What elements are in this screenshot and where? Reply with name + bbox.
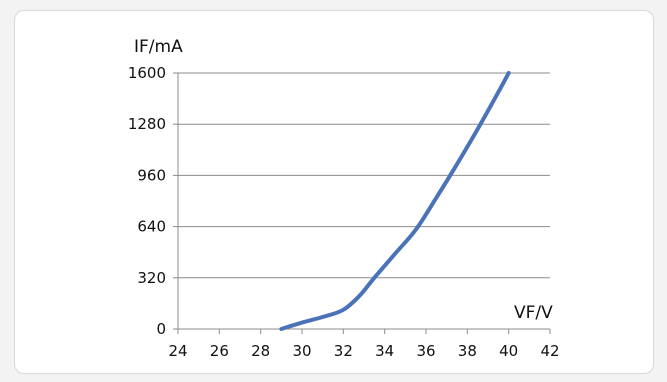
x-tick-label: 30	[292, 342, 311, 360]
x-tick-label: 34	[375, 342, 394, 360]
y-tick-label: 640	[137, 218, 166, 236]
y-tick-label: 0	[156, 320, 166, 338]
x-tick-label: 38	[458, 342, 477, 360]
y-tick-label: 960	[137, 166, 166, 184]
y-tick-label: 1600	[128, 64, 166, 82]
x-tick-label: 42	[540, 342, 559, 360]
y-tick-labels: 0 320 640 960 1280 1600	[128, 64, 166, 338]
x-tick-label: 24	[168, 342, 187, 360]
x-tick-labels: 24 26 28 30 32 34 36 38 40 42	[168, 342, 559, 360]
y-tick-label: 320	[137, 269, 166, 287]
y-axis-title: IF/mA	[134, 37, 183, 57]
x-tick-label: 26	[210, 342, 229, 360]
x-axis-title: VF/V	[514, 303, 553, 323]
axes	[173, 72, 551, 334]
gridlines	[178, 72, 550, 279]
x-tick-label: 32	[334, 342, 353, 360]
x-tick-label: 28	[251, 342, 270, 360]
y-tick-label: 1280	[128, 115, 166, 133]
x-tick-label: 40	[499, 342, 518, 360]
series-line	[279, 71, 511, 331]
x-tick-label: 36	[416, 342, 435, 360]
